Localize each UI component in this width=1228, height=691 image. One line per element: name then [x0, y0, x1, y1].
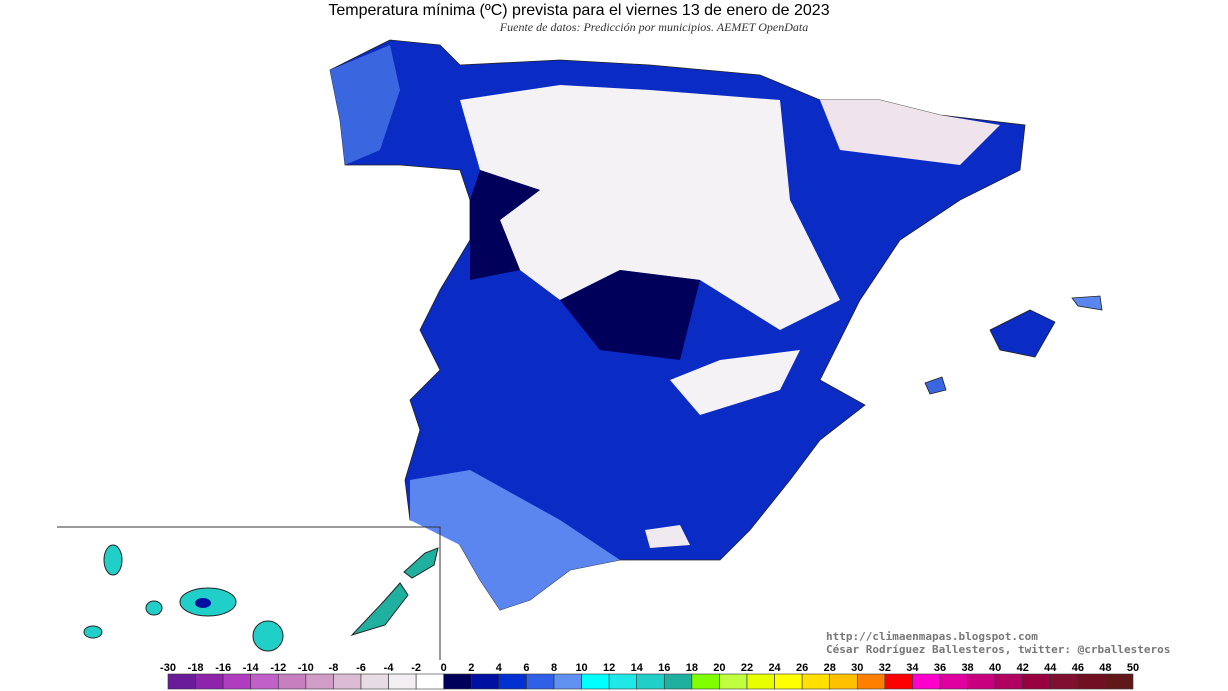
- legend-tick-label: 36: [934, 662, 946, 674]
- lanzarote: [403, 547, 439, 579]
- menorca: [1071, 295, 1103, 311]
- el-hierro: [83, 625, 103, 639]
- title: Temperatura mínima (ºC) prevista para el…: [328, 2, 829, 19]
- legend-swatch: [636, 673, 665, 690]
- legend-swatch: [167, 673, 196, 690]
- legend-swatch: [195, 673, 224, 690]
- legend-swatch: [250, 673, 279, 690]
- legend-swatch: [333, 673, 362, 690]
- credit-url: http://climaenmapas.blogspot.com: [826, 630, 1038, 643]
- legend-swatch: [608, 673, 638, 690]
- legend-swatch: [691, 673, 720, 690]
- legend-swatch: [470, 673, 500, 690]
- legend-swatch: [277, 673, 307, 690]
- legend-tick-label: 12: [603, 662, 615, 674]
- legend-swatch: [912, 673, 941, 690]
- north-plateau: [460, 85, 840, 330]
- sierra: [645, 525, 690, 548]
- la-palma: [103, 544, 123, 576]
- legend-tick-label: 22: [741, 662, 753, 674]
- southeast-plateau: [670, 350, 800, 415]
- legend-tick-label: -2: [411, 662, 421, 674]
- legend-tick-label: 16: [658, 662, 670, 674]
- legend-swatch: [1022, 673, 1051, 690]
- legend-tick-label: 14: [631, 662, 644, 674]
- legend-swatch: [498, 673, 527, 690]
- legend-tick-label: 42: [1017, 662, 1029, 674]
- legend-swatch: [1105, 673, 1134, 690]
- legend-tick-label: 6: [523, 662, 529, 674]
- la-gomera: [145, 600, 163, 616]
- legend-tick-label: 4: [496, 662, 503, 674]
- pyrenees: [820, 100, 1000, 165]
- legend-swatch: [553, 673, 582, 690]
- legend-tick-label: 32: [879, 662, 891, 674]
- legend-tick-label: -30: [160, 662, 176, 674]
- legend-swatch: [1077, 673, 1106, 690]
- colorbar: -30 -18 -16 -14 -12 -10 -8 -6 -4 -2 0 2 4 6 8 10 12 14 16 1…: [160, 662, 1139, 690]
- legend-swatch: [222, 673, 252, 690]
- legend-swatch: [939, 673, 968, 690]
- legend-tick-label: 10: [575, 662, 587, 674]
- legend-tick-label: 28: [824, 662, 836, 674]
- legend-tick-label: 30: [851, 662, 863, 674]
- legend-swatch: [801, 673, 831, 690]
- legend-tick-label: 0: [441, 662, 447, 674]
- legend-tick-label: 8: [551, 662, 557, 674]
- subtitle: Fuente de datos: Predicción por municipi…: [499, 20, 808, 34]
- legend-tick-label: -10: [298, 662, 314, 674]
- legend-swatch: [305, 673, 334, 690]
- legend-swatch: [719, 673, 748, 690]
- legend-swatch: [994, 673, 1024, 690]
- west-coast: [330, 45, 400, 165]
- legend-tick-label: -8: [329, 662, 339, 674]
- legend-tick-label: 48: [1099, 662, 1111, 674]
- legend-tick-label: -6: [356, 662, 366, 674]
- gran-canaria: [252, 620, 284, 652]
- legend-swatch: [443, 673, 472, 690]
- ibiza: [924, 376, 947, 395]
- legend-swatch: [884, 673, 913, 690]
- legend-tick-label: -4: [384, 662, 395, 674]
- mallorca: [989, 309, 1056, 358]
- legend-swatch: [829, 673, 858, 690]
- legend-swatch: [415, 673, 445, 690]
- legend-tick-label: 26: [796, 662, 808, 674]
- legend-swatch: [388, 673, 417, 690]
- legend-swatch: [663, 673, 693, 690]
- legend-tick-label: 24: [768, 662, 781, 674]
- legend-tick-label: 20: [713, 662, 725, 674]
- legend-swatch: [774, 673, 803, 690]
- south-coast: [410, 470, 620, 610]
- tenerife-peak: [195, 598, 211, 608]
- legend-swatch: [746, 673, 775, 690]
- fuerteventura: [350, 582, 409, 637]
- legend-tick-label: 46: [1072, 662, 1084, 674]
- legend-tick-label: 34: [906, 662, 919, 674]
- legend-tick-label: 18: [686, 662, 698, 674]
- legend-swatch: [856, 673, 886, 690]
- legend-swatch: [360, 673, 389, 690]
- navy-band: [470, 170, 700, 360]
- credit-author: César Rodríguez Ballesteros, twitter: @c…: [826, 643, 1170, 656]
- legend-tick-label: 50: [1127, 662, 1139, 674]
- legend-tick-label: -18: [188, 662, 204, 674]
- legend-tick-label: -12: [270, 662, 286, 674]
- legend-tick-label: 44: [1044, 662, 1057, 674]
- legend-tick-label: -14: [243, 662, 260, 674]
- legend-swatch: [967, 673, 996, 690]
- legend-tick-label: 38: [961, 662, 973, 674]
- map: [57, 39, 1103, 660]
- legend-tick-label: 2: [468, 662, 474, 674]
- inset-frame: [57, 526, 441, 660]
- legend-tick-label: -16: [215, 662, 231, 674]
- legend-tick-label: 40: [989, 662, 1001, 674]
- legend-swatch: [526, 673, 555, 690]
- legend-swatch: [1049, 673, 1079, 690]
- legend-swatch: [581, 673, 610, 690]
